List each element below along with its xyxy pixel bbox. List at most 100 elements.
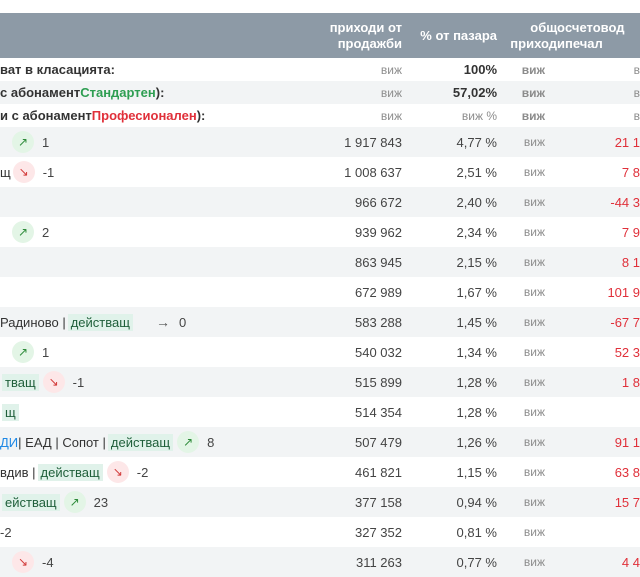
revenue-value: 514 354 (355, 404, 402, 420)
share-value: 1,26 % (456, 434, 497, 450)
label-prefix: и с абонамент (0, 108, 92, 123)
top-gap (0, 0, 640, 13)
view-link[interactable]: в (633, 85, 640, 100)
profit-value: 21 1 (614, 134, 640, 150)
view-link[interactable]: виж (523, 495, 545, 509)
view-link[interactable]: в (633, 62, 640, 77)
share-value: 4,77 % (456, 134, 497, 150)
rank-change: 23 (93, 494, 109, 510)
table-row[interactable]: ↗ 1 540 032 1,34 % виж 52 3 (0, 337, 640, 367)
view-link[interactable]: виж (523, 285, 545, 299)
summary-label: ват в класацията: (0, 62, 115, 77)
view-link[interactable]: виж (523, 135, 545, 149)
trend-up-icon: ↗ (12, 221, 34, 243)
view-link[interactable]: виж (523, 405, 545, 419)
view-link[interactable]: виж (521, 85, 545, 100)
header-total-revenue[interactable]: общо приходи (510, 19, 565, 51)
view-link[interactable]: виж (380, 108, 402, 123)
table-row[interactable]: Радиново | действащ → 0 583 288 1,45 % виж… (0, 307, 640, 337)
company-cell: -2 (0, 517, 12, 547)
view-link[interactable]: виж (523, 345, 545, 359)
profit-value: 7 8 (621, 164, 640, 180)
view-link[interactable]: виж (523, 525, 545, 539)
revenue-value: 515 899 (355, 374, 402, 390)
view-link[interactable]: виж (521, 62, 545, 77)
revenue-value: 966 672 (355, 194, 402, 210)
profit-value: 52 3 (614, 344, 640, 360)
trend-up-icon: ↗ (12, 131, 34, 153)
view-link[interactable]: виж (523, 555, 545, 569)
share-value: 2,40 % (456, 194, 497, 210)
profit-value: 15 7 (614, 494, 640, 510)
revenue-value: 1 917 843 (344, 134, 402, 150)
table-row[interactable]: ↘ -4 311 263 0,77 % виж 4 4 (0, 547, 640, 577)
status-badge: тващ (2, 373, 39, 391)
view-link[interactable]: виж (523, 195, 545, 209)
table-row[interactable]: щ ↘ -1 1 008 637 2,51 % виж 7 8 (0, 157, 640, 187)
share-value: 1,15 % (456, 464, 497, 480)
table-row[interactable]: вдив | действащ ↘ -2 461 821 1,15 % виж 63… (0, 457, 640, 487)
profit-value: -67 7 (610, 314, 640, 330)
view-link[interactable]: виж (380, 62, 402, 77)
revenue-value: 863 945 (355, 254, 402, 270)
share-value: 1,34 % (456, 344, 497, 360)
trend-up-icon: ↗ (63, 491, 86, 513)
trend-down-icon: ↘ (42, 371, 65, 393)
plan-standard[interactable]: Стандартен (80, 85, 156, 100)
rank-change: -2 (0, 524, 12, 540)
rank-change: 0 (178, 314, 187, 330)
table-row[interactable]: ↗ 1 1 917 843 4,77 % виж 21 1 (0, 127, 640, 157)
view-link[interactable]: виж (380, 85, 402, 100)
label-prefix: с абонамент (0, 85, 81, 100)
table-header: приходи от продажби % от пазара общо при… (0, 13, 640, 58)
table-row[interactable]: щ 514 354 1,28 % виж (0, 397, 640, 427)
view-link[interactable]: виж (523, 165, 545, 179)
view-link[interactable]: виж (523, 255, 545, 269)
share-value: 57,02% (452, 85, 497, 100)
trend-down-icon: ↘ (12, 551, 34, 573)
ranking-table-body: ↗ 1 1 917 843 4,77 % виж 21 1 щ ↘ -1 1 008 … (0, 127, 640, 577)
view-link[interactable]: виж (523, 465, 545, 479)
table-row[interactable]: -2 327 352 0,81 % виж (0, 517, 640, 547)
header-revenue[interactable]: приходи от продажби (329, 19, 402, 51)
profit-value: -44 3 (610, 194, 640, 210)
profit-value: 7 9 (621, 224, 640, 240)
table-row[interactable]: 966 672 2,40 % виж -44 3 (0, 187, 640, 217)
trend-up-icon: ↗ (12, 341, 34, 363)
status-badge: действащ (107, 433, 174, 451)
view-link[interactable]: виж (523, 435, 545, 449)
company-link[interactable]: ДИ (0, 434, 19, 450)
plan-professional[interactable]: Професионален (91, 108, 197, 123)
share-value: 2,15 % (456, 254, 497, 270)
table-row[interactable]: 863 945 2,15 % виж 8 1 (0, 247, 640, 277)
share-value: 2,34 % (456, 224, 497, 240)
table-row[interactable]: 672 989 1,67 % виж 101 9 (0, 277, 640, 307)
status-badge: действащ (37, 463, 103, 481)
share-value: 0,77 % (456, 554, 497, 570)
view-link[interactable]: в (633, 108, 640, 123)
table-row[interactable]: ДИ | ЕАД | Сопот | действащ ↗ 8 507 479 1,… (0, 427, 640, 457)
summary-label: и с абонамент Професионален): (0, 104, 205, 127)
label-suffix: ): (196, 108, 206, 123)
revenue-value: 583 288 (355, 314, 402, 330)
rank-change: 8 (207, 434, 215, 450)
table-row[interactable]: тващ ↘ -1 515 899 1,28 % виж 1 8 (0, 367, 640, 397)
label-suffix: ): (155, 85, 165, 100)
rank-change: -1 (72, 374, 85, 390)
view-link[interactable]: виж (523, 315, 545, 329)
revenue-value: 507 479 (355, 434, 402, 450)
company-info: щ (0, 164, 11, 180)
profit-value: 1 8 (621, 374, 640, 390)
view-link[interactable]: виж % (461, 108, 497, 123)
trend-down-icon: ↘ (12, 161, 35, 183)
view-link[interactable]: виж (521, 108, 545, 123)
table-row[interactable]: ↗ 2 939 962 2,34 % виж 7 9 (0, 217, 640, 247)
view-link[interactable]: виж (523, 375, 545, 389)
header-accounting-profit[interactable]: счетовод печал (565, 19, 625, 51)
share-value: 0,81 % (456, 524, 497, 540)
table-row[interactable]: ействащ ↗ 23 377 158 0,94 % виж 15 7 (0, 487, 640, 517)
view-link[interactable]: виж (523, 225, 545, 239)
rank-change: 1 (42, 344, 50, 360)
header-market-share[interactable]: % от пазара (420, 27, 497, 43)
revenue-value: 1 008 637 (344, 164, 402, 180)
